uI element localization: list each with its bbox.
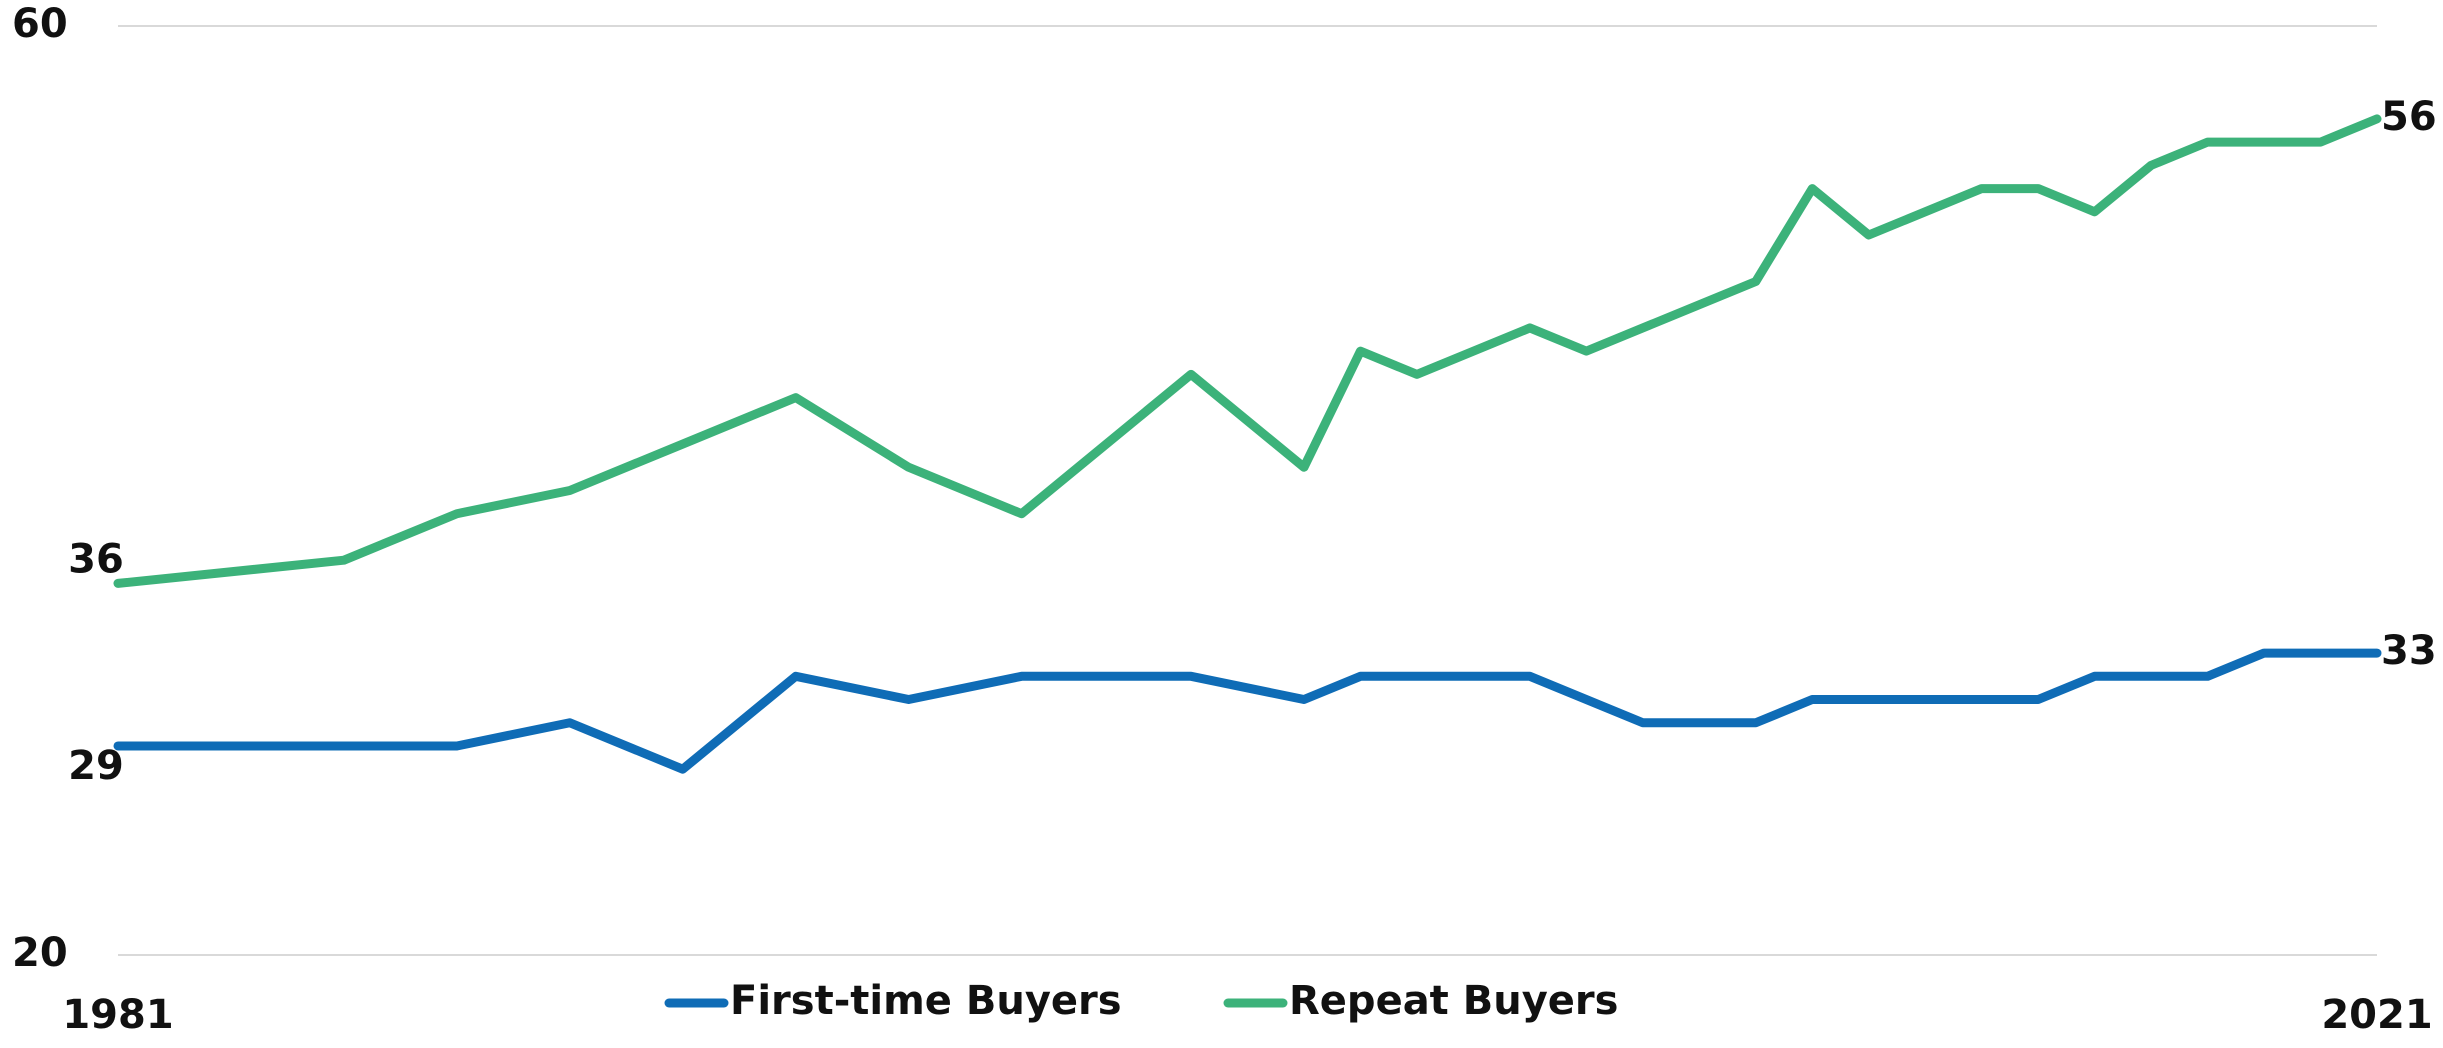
x-tick-label: 2021 (2321, 992, 2432, 1038)
x-tick-label: 1981 (62, 992, 173, 1038)
legend-label: First-time Buyers (730, 978, 1122, 1024)
y-tick-label: 20 (12, 930, 68, 976)
data-label: 36 (68, 536, 124, 582)
data-label: 33 (2381, 628, 2437, 674)
y-tick-label: 60 (12, 1, 68, 47)
data-label: 56 (2381, 94, 2437, 140)
line-series (113, 114, 2382, 588)
data-label: 29 (68, 743, 124, 789)
legend-label: Repeat Buyers (1289, 978, 1618, 1024)
line-series (113, 648, 2382, 774)
